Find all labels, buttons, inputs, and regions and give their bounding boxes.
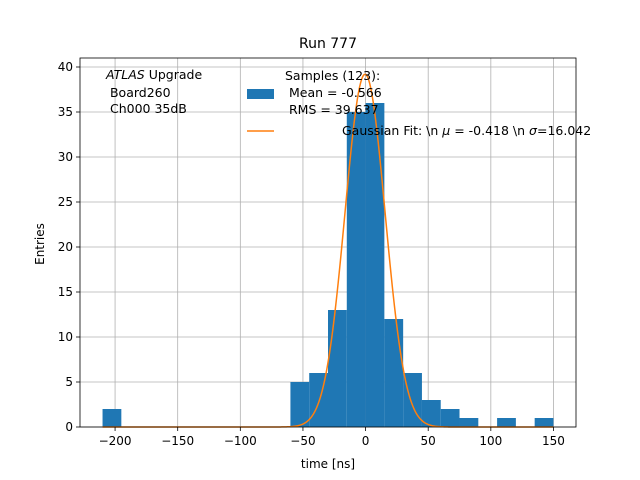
- histogram-bar: [102, 409, 122, 427]
- legend-histogram-line-3: RMS = 39.637: [285, 102, 379, 117]
- histogram-bar: [346, 112, 366, 427]
- histogram-bar: [365, 103, 385, 427]
- legend-fit-part-2: = -0.418 \n: [450, 123, 529, 138]
- y-axis-label: Entries: [33, 223, 47, 265]
- x-tick-label: −150: [161, 434, 194, 448]
- legend-histogram-swatch: [247, 89, 274, 99]
- legend-histogram-line-2: Mean = -0.566: [285, 85, 382, 100]
- annotation-line-3: Ch000 35dB: [106, 101, 187, 116]
- y-tick-label: 35: [58, 105, 73, 119]
- y-tick-label: 10: [58, 330, 73, 344]
- chart-title: Run 777: [299, 36, 357, 52]
- x-tick-label: −200: [99, 434, 132, 448]
- y-tick-label: 30: [58, 150, 73, 164]
- legend-fit-mu: μ: [441, 123, 450, 138]
- histogram-bar: [384, 319, 404, 427]
- annotation-line-2: Board260: [106, 85, 171, 100]
- y-tick-label: 0: [65, 420, 73, 434]
- axes-frame: [79, 57, 577, 428]
- x-tick-label: 50: [421, 434, 436, 448]
- histogram-bar: [497, 418, 516, 427]
- x-tick-label: 0: [362, 434, 370, 448]
- annotation-atlas: ATLAS: [105, 67, 145, 82]
- histogram-bar: [459, 418, 479, 427]
- annotation-text: ATLAS Upgrade Board260 Ch000 35dB: [105, 67, 202, 116]
- y-tick-label: 40: [58, 60, 73, 74]
- legend-fit-part-3: =16.042: [537, 123, 591, 138]
- y-tick-label: 20: [58, 240, 73, 254]
- y-tick-label: 5: [65, 375, 73, 389]
- x-tick-label: 150: [542, 434, 565, 448]
- x-ticks: −200 −150 −100 −50 0 50 100 150: [99, 427, 565, 448]
- y-tick-label: 15: [58, 285, 73, 299]
- histogram-bar: [328, 310, 347, 427]
- y-ticks: 0 5 10 15 20 25 30 35 40: [58, 60, 80, 434]
- histogram-bar: [290, 382, 310, 427]
- legend-histogram-line-1: Samples (123):: [285, 68, 380, 83]
- x-axis-label: time [ns]: [301, 457, 355, 471]
- x-tick-label: −50: [290, 434, 315, 448]
- x-tick-label: −100: [224, 434, 257, 448]
- histogram-bar: [421, 400, 441, 427]
- annotation-line-1: ATLAS Upgrade: [105, 67, 202, 82]
- legend-fit-label: Gaussian Fit: \n μ = -0.418 \n σ=16.042: [342, 123, 591, 138]
- histogram-bar: [440, 409, 460, 427]
- y-tick-label: 25: [58, 195, 73, 209]
- annotation-upgrade: Upgrade: [145, 67, 203, 82]
- legend-fit-part-1: Gaussian Fit: \n: [342, 123, 442, 138]
- x-tick-label: 100: [479, 434, 502, 448]
- legend: Samples (123): Mean = -0.566 RMS = 39.63…: [247, 68, 591, 138]
- legend-fit-sigma: σ: [529, 123, 538, 138]
- histogram-bar: [534, 418, 554, 427]
